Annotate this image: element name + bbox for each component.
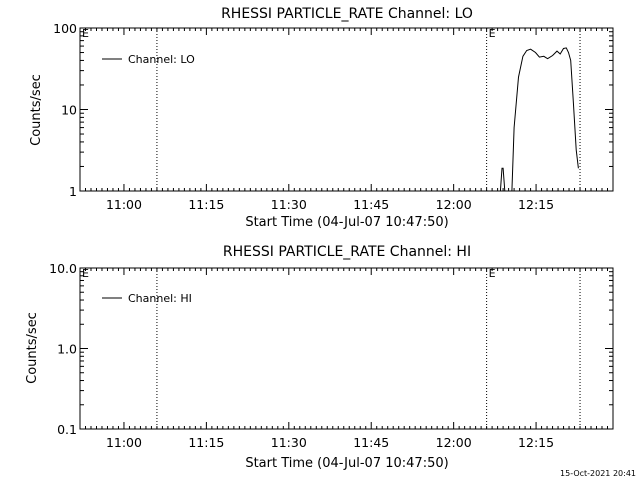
y-tick-label: 1.0 <box>57 342 77 357</box>
y-tick-label: 10.0 <box>49 261 77 276</box>
x-axis-label: Start Time (04-Jul-07 10:47:50) <box>245 456 448 471</box>
event-marker-label: E <box>489 267 496 280</box>
chart-title: RHESSI PARTICLE_RATE Channel: HI <box>223 244 471 260</box>
x-tick-label: 11:00 <box>106 197 142 212</box>
y-tick-label: 100 <box>53 21 77 36</box>
x-tick-label: 11:45 <box>353 435 389 450</box>
x-tick-label: 11:30 <box>271 435 307 450</box>
x-tick-label: 11:00 <box>106 435 142 450</box>
y-tick-label: 10 <box>61 103 77 118</box>
footer-timestamp: 15-Oct-2021 20:41 <box>560 469 636 478</box>
chart-panel-lo: RHESSI PARTICLE_RATE Channel: LO Start T… <box>29 6 614 230</box>
x-tick-label: 11:45 <box>353 197 389 212</box>
x-tick-label: 12:15 <box>518 435 554 450</box>
x-tick-label: 12:00 <box>436 197 472 212</box>
chart-panel-hi: RHESSI PARTICLE_RATE Channel: HI Start T… <box>25 244 614 471</box>
event-marker-label: E <box>82 267 89 280</box>
y-axis-label: Counts/sec <box>25 312 40 384</box>
x-axis-label: Start Time (04-Jul-07 10:47:50) <box>245 215 448 230</box>
chart-title: RHESSI PARTICLE_RATE Channel: LO <box>221 6 473 22</box>
event-marker-label: E <box>82 27 89 40</box>
x-tick-label: 12:00 <box>436 435 472 450</box>
x-tick-label: 11:15 <box>188 435 224 450</box>
y-axis-label: Counts/sec <box>29 74 44 146</box>
x-tick-label: 11:15 <box>188 197 224 212</box>
legend-label: Channel: HI <box>128 292 192 305</box>
series-line <box>499 47 579 192</box>
x-tick-label: 12:15 <box>518 197 554 212</box>
event-marker-label: E <box>489 27 496 40</box>
y-tick-label: 0.1 <box>57 422 77 437</box>
y-tick-label: 1 <box>69 184 77 199</box>
legend-label: Channel: LO <box>128 53 195 66</box>
x-tick-label: 11:30 <box>271 197 307 212</box>
